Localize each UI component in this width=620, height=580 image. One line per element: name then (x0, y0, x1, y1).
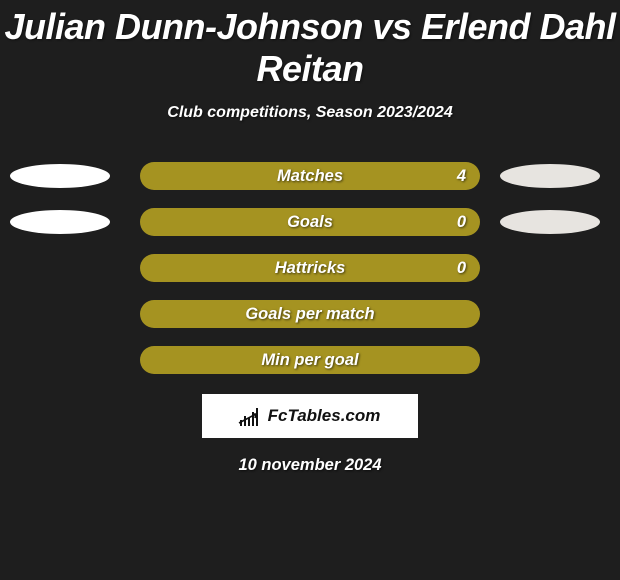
stat-bar: Goals 0 (140, 208, 480, 236)
page-title: Julian Dunn-Johnson vs Erlend Dahl Reita… (0, 0, 620, 90)
comparison-card: Julian Dunn-Johnson vs Erlend Dahl Reita… (0, 0, 620, 580)
stats-rows: Matches 4 Goals 0 Hattricks 0 Goals per match M… (0, 162, 620, 374)
stat-label: Hattricks (275, 259, 346, 278)
stat-label: Min per goal (261, 351, 358, 370)
stat-row: Goals per match (0, 300, 620, 328)
date-text: 10 november 2024 (0, 456, 620, 475)
player1-oval (10, 164, 110, 188)
stat-label: Matches (277, 167, 343, 186)
fctables-logo[interactable]: FcTables.com (202, 394, 418, 438)
stat-value: 0 (457, 259, 466, 278)
subtitle: Club competitions, Season 2023/2024 (0, 104, 620, 122)
stat-bar: Hattricks 0 (140, 254, 480, 282)
player2-oval (500, 210, 600, 234)
logo-text: FcTables.com (268, 406, 381, 426)
bar-chart-icon (240, 406, 264, 426)
stat-label: Goals (287, 213, 333, 232)
stat-bar: Goals per match (140, 300, 480, 328)
stat-bar: Min per goal (140, 346, 480, 374)
stat-row: Matches 4 (0, 162, 620, 190)
stat-row: Goals 0 (0, 208, 620, 236)
player2-oval (500, 164, 600, 188)
stat-bar: Matches 4 (140, 162, 480, 190)
player1-oval (10, 210, 110, 234)
stat-row: Min per goal (0, 346, 620, 374)
stat-label: Goals per match (245, 305, 374, 324)
stat-value: 4 (457, 167, 466, 186)
stat-row: Hattricks 0 (0, 254, 620, 282)
stat-value: 0 (457, 213, 466, 232)
